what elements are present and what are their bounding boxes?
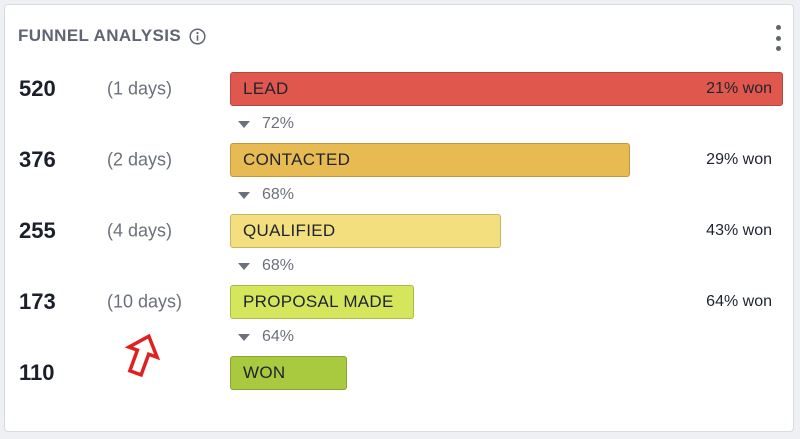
stage-count: 255 bbox=[19, 218, 56, 243]
stage-count: 173 bbox=[19, 289, 56, 314]
conversion-rate: 68% bbox=[238, 185, 294, 205]
won-rate: 21% won bbox=[706, 80, 772, 97]
conversion-value: 68% bbox=[262, 186, 295, 203]
won-rate: 29% won bbox=[706, 151, 772, 168]
funnel-row-lead: 520 (1 days) LEAD 21% won bbox=[5, 69, 795, 109]
red-up-arrow-icon bbox=[122, 332, 162, 378]
card-title: FUNNEL ANALYSIS bbox=[18, 26, 182, 45]
stage-count: 376 bbox=[19, 147, 56, 172]
stage-label: QUALIFIED bbox=[243, 221, 336, 240]
caret-down-icon bbox=[238, 263, 250, 270]
won-rate: 64% won bbox=[706, 293, 772, 310]
caret-down-icon bbox=[238, 121, 250, 128]
conversion-rate: 68% bbox=[238, 256, 294, 276]
funnel-row-qualified: 255 (4 days) QUALIFIED 43% won bbox=[5, 211, 795, 251]
stage-days: (1 days) bbox=[107, 78, 173, 99]
stage-label: WON bbox=[243, 363, 286, 382]
stage-label: CONTACTED bbox=[243, 150, 351, 169]
caret-down-icon bbox=[238, 192, 250, 199]
stage-bar-lead[interactable] bbox=[230, 72, 783, 106]
stage-count: 110 bbox=[19, 360, 55, 385]
caret-down-icon bbox=[238, 334, 250, 341]
stage-days: (4 days) bbox=[107, 220, 173, 241]
info-circle-icon[interactable] bbox=[189, 27, 206, 45]
card-header: FUNNEL ANALYSIS bbox=[18, 26, 206, 46]
conversion-value: 72% bbox=[262, 115, 295, 132]
stage-days: (10 days) bbox=[107, 291, 183, 312]
stage-bar-won[interactable] bbox=[230, 356, 347, 390]
funnel-row-proposal-made: 173 (10 days) PROPOSAL MADE 64% won bbox=[5, 282, 795, 322]
stage-bar-contacted[interactable] bbox=[230, 143, 630, 177]
conversion-rate: 72% bbox=[238, 114, 294, 134]
conversion-value: 64% bbox=[262, 328, 295, 345]
stage-count: 520 bbox=[19, 76, 56, 101]
funnel-analysis-card: FUNNEL ANALYSIS 520 (1 days) LEAD 21% wo… bbox=[4, 4, 794, 432]
stage-label: LEAD bbox=[243, 79, 289, 98]
conversion-value: 68% bbox=[262, 257, 295, 274]
stage-days: (2 days) bbox=[107, 149, 173, 170]
kebab-menu-icon[interactable] bbox=[773, 25, 783, 51]
stage-bar-qualified[interactable] bbox=[230, 214, 501, 248]
won-rate: 43% won bbox=[706, 222, 772, 239]
stage-bar-proposal-made[interactable] bbox=[230, 285, 414, 319]
conversion-rate: 64% bbox=[238, 327, 294, 347]
stage-label: PROPOSAL MADE bbox=[243, 292, 394, 311]
funnel-row-won: 110 WON bbox=[5, 353, 795, 393]
funnel-row-contacted: 376 (2 days) CONTACTED 29% won bbox=[5, 140, 795, 180]
